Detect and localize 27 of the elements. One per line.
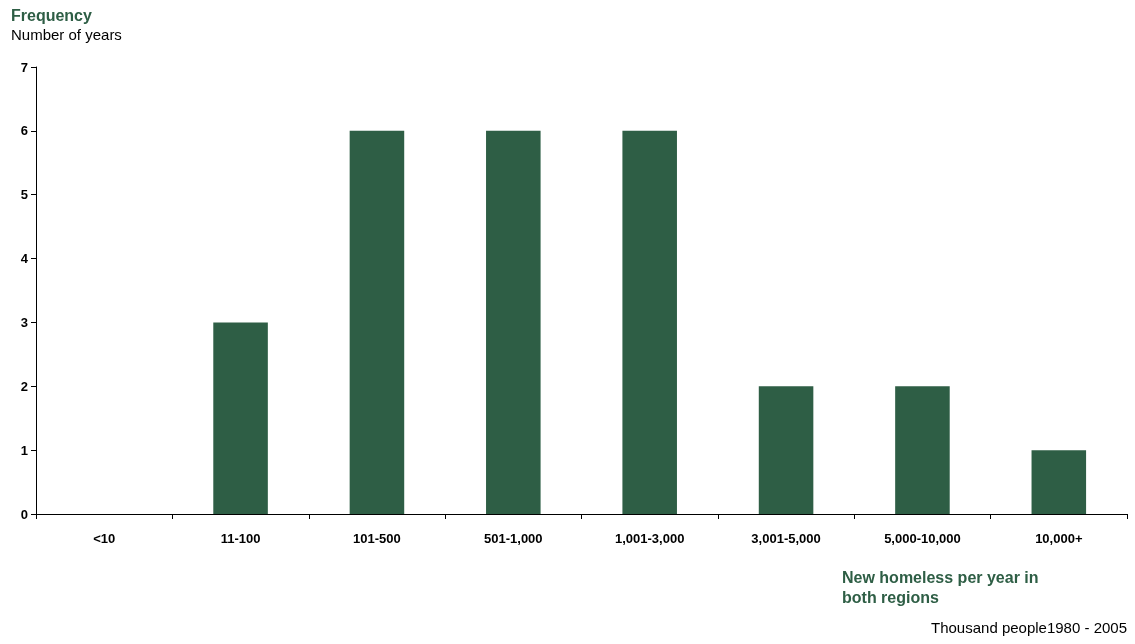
bar [213,322,268,514]
y-tick-label: 1 [20,442,28,458]
y-tick-label: 7 [20,59,28,75]
x-tick-label: 3,001-5,000 [751,531,821,546]
x-tick-label: <10 [93,531,116,546]
x-axis-title: New homeless per year in both regions [842,568,1039,606]
x-tick-label: 501-1,000 [484,531,543,546]
x-tick-label: 101-500 [353,531,401,546]
x-tick-label: 5,000-10,000 [884,531,961,546]
y-tick-label: 2 [20,378,28,394]
bar [895,386,950,514]
bar [758,386,814,514]
text: Thousand people1980 - 2005 [931,619,1127,636]
x-tick-label: 1,001-3,000 [614,531,685,546]
x-tick-label: 10,000+ [1035,531,1083,546]
bar [349,130,405,514]
y-tick-label: 6 [20,123,28,139]
x-tick-label: 11-100 [220,531,261,546]
chart-title: Frequency [11,6,93,24]
bar [486,130,541,514]
bar [622,130,677,514]
y-tick-label: 0 [20,506,28,522]
bar [1031,450,1087,514]
y-tick-label: 5 [20,187,28,203]
chart-subtitle: Number of years [11,26,122,43]
y-tick-label: 4 [20,251,29,267]
y-tick-label: 3 [20,314,28,330]
